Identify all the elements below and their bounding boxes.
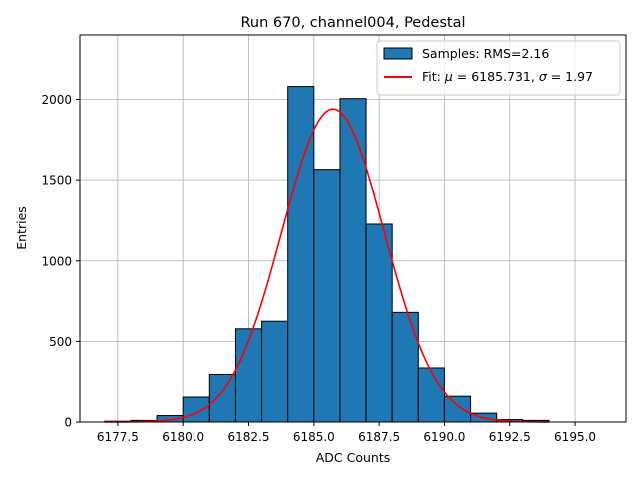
legend-histogram-label: Samples: RMS=2.16 bbox=[422, 46, 549, 61]
histogram-bar bbox=[182, 396, 210, 423]
x-tick-label: 6190.0 bbox=[423, 430, 465, 444]
x-tick-label: 6185.0 bbox=[293, 430, 335, 444]
histogram-bar bbox=[313, 169, 341, 423]
legend-box bbox=[376, 40, 621, 96]
fit-curve bbox=[104, 108, 549, 423]
axes-frame bbox=[79, 34, 627, 423]
histogram-bar bbox=[443, 395, 472, 423]
y-axis-label: Entries bbox=[14, 206, 29, 250]
legend-histogram-swatch bbox=[383, 47, 413, 60]
y-tick-label: 500 bbox=[49, 335, 72, 349]
x-tick-label: 6180.0 bbox=[162, 430, 204, 444]
histogram-bar bbox=[417, 367, 445, 423]
y-tick-label: 1000 bbox=[41, 254, 72, 268]
legend: Samples: RMS=2.16 Fit: μ = 6185.731, σ =… bbox=[376, 40, 621, 96]
chart-title: Run 670, channel004, Pedestal bbox=[240, 15, 465, 31]
x-tick-label: 6192.5 bbox=[489, 430, 531, 444]
histogram-bar bbox=[339, 98, 367, 423]
x-tick-label: 6177.5 bbox=[97, 430, 139, 444]
histogram-bar bbox=[365, 223, 393, 423]
x-tick-label: 6187.5 bbox=[358, 430, 400, 444]
histogram-bar bbox=[234, 328, 263, 423]
y-tick-label: 0 bbox=[64, 416, 72, 430]
histogram-bar bbox=[391, 311, 419, 423]
histogram-bar bbox=[261, 320, 289, 423]
x-axis-label: ADC Counts bbox=[316, 450, 391, 465]
y-axis-ticks: 0 500 1000 1500 2000 bbox=[41, 93, 80, 430]
x-axis-ticks: 6177.5 6180.0 6182.5 6185.0 6187.5 6190.0 6192… bbox=[97, 422, 596, 444]
x-tick-label: 6195.0 bbox=[554, 430, 596, 444]
x-tick-label: 6182.5 bbox=[228, 430, 270, 444]
histogram-bar bbox=[208, 373, 236, 423]
fit-curve-group bbox=[104, 108, 549, 423]
y-tick-label: 1500 bbox=[41, 174, 72, 188]
legend-fit-label: Fit: μ = 6185.731, σ = 1.97 bbox=[422, 69, 593, 84]
y-tick-label: 2000 bbox=[41, 93, 72, 107]
